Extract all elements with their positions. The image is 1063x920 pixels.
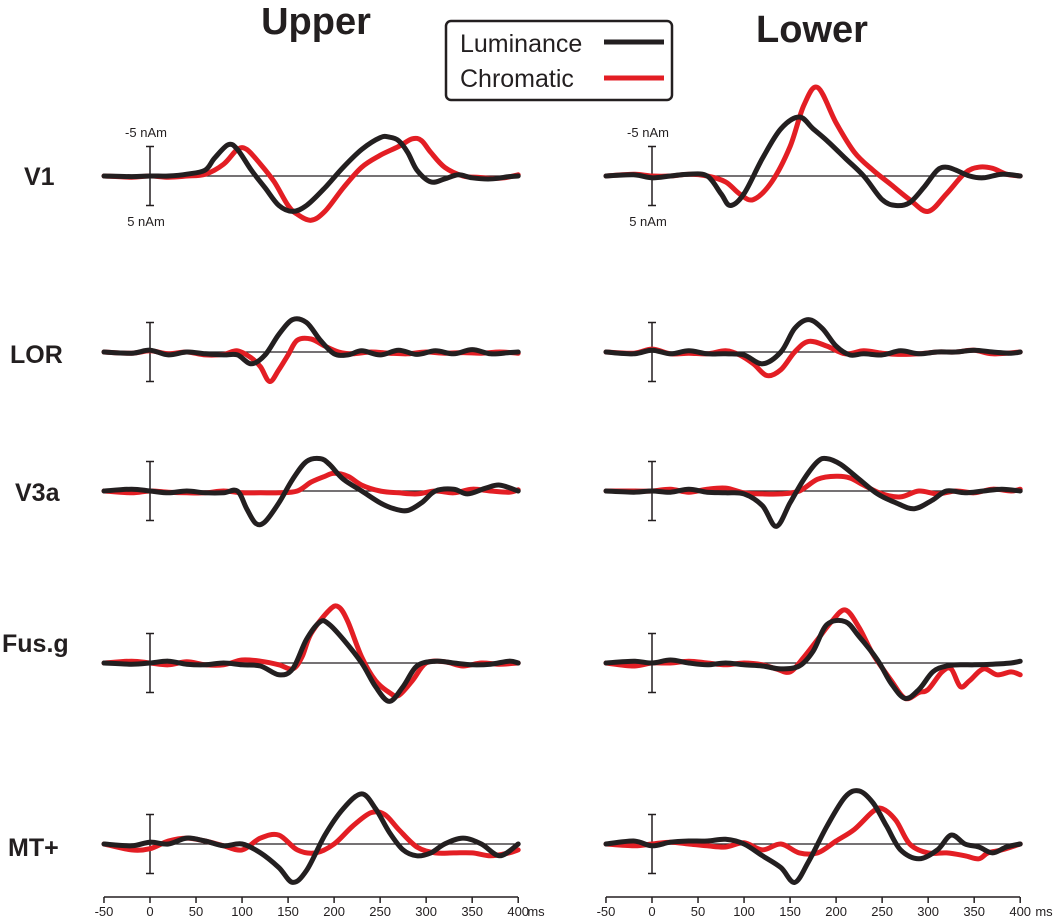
scale-label-bottom-upper: 5 nAm [127, 214, 165, 229]
traces [101, 84, 1023, 885]
panel-title-lower: Lower [756, 9, 868, 51]
series-luminance-upper-v1 [101, 133, 521, 214]
legend-label-chromatic: Chromatic [460, 65, 574, 93]
x-axis-lower: ms -50 0 50 100 150 200 250 300 350 400 [597, 896, 1053, 919]
x-tick-label: 250 [871, 904, 893, 919]
row-label-v3a: V3a [15, 479, 61, 507]
x-axis-upper: ms -50 0 50 100 150 200 250 300 350 400 [95, 896, 545, 919]
series-luminance-lower-fusg [603, 617, 1023, 701]
row-label-v1: V1 [24, 163, 55, 191]
x-tick-label: 300 [415, 904, 437, 919]
series-chromatic-upper-fusg [101, 603, 521, 699]
row-label-mt: MT+ [8, 834, 59, 862]
x-tick-label: 400 [1009, 904, 1031, 919]
row-label-fusg: Fus.g [2, 630, 69, 658]
scale-label-top-upper: -5 nAm [125, 125, 167, 140]
series-chromatic-upper-v1 [101, 135, 521, 223]
series-luminance-upper-fusg [101, 618, 521, 704]
series-chromatic-upper-mt [101, 809, 521, 859]
panel-title-upper: Upper [261, 1, 371, 43]
scale-label-top-lower: -5 nAm [627, 125, 669, 140]
legend-label-luminance: Luminance [460, 30, 582, 58]
series-luminance-upper-mt [101, 791, 521, 885]
series-chromatic-lower-lor [603, 338, 1023, 379]
x-tick-label: 300 [917, 904, 939, 919]
series-chromatic-lower-mt [603, 805, 1023, 862]
series-luminance-lower-mt [603, 788, 1023, 885]
series-chromatic-upper-lor [101, 335, 521, 384]
x-tick-label: 200 [323, 904, 345, 919]
x-tick-label: 200 [825, 904, 847, 919]
x-tick-label: 0 [648, 904, 655, 919]
series-luminance-lower-v1 [603, 114, 1023, 209]
x-tick-label: 100 [231, 904, 253, 919]
legend: Luminance Chromatic [444, 19, 674, 102]
series-luminance-lower-v3a [603, 455, 1023, 529]
series-luminance-upper-v3a [101, 455, 521, 528]
x-tick-label: 250 [369, 904, 391, 919]
x-tick-label: -50 [597, 904, 616, 919]
x-tick-label: 0 [146, 904, 153, 919]
x-tick-label: -50 [95, 904, 114, 919]
series-luminance-upper-lor [101, 316, 521, 367]
x-tick-label: 150 [277, 904, 299, 919]
x-tick-label: 400 [507, 904, 529, 919]
x-tick-label: 50 [189, 904, 203, 919]
series-chromatic-lower-v1 [603, 84, 1023, 214]
x-axis-unit: ms [1035, 904, 1053, 919]
x-tick-label: 350 [963, 904, 985, 919]
x-tick-label: 50 [691, 904, 705, 919]
series-luminance-lower-lor [603, 317, 1023, 367]
x-tick-label: 100 [733, 904, 755, 919]
scale-label-bottom-lower: 5 nAm [629, 214, 667, 229]
x-tick-label: 350 [461, 904, 483, 919]
x-axis-unit: ms [527, 904, 545, 919]
x-tick-label: 150 [779, 904, 801, 919]
row-label-lor: LOR [10, 341, 63, 369]
